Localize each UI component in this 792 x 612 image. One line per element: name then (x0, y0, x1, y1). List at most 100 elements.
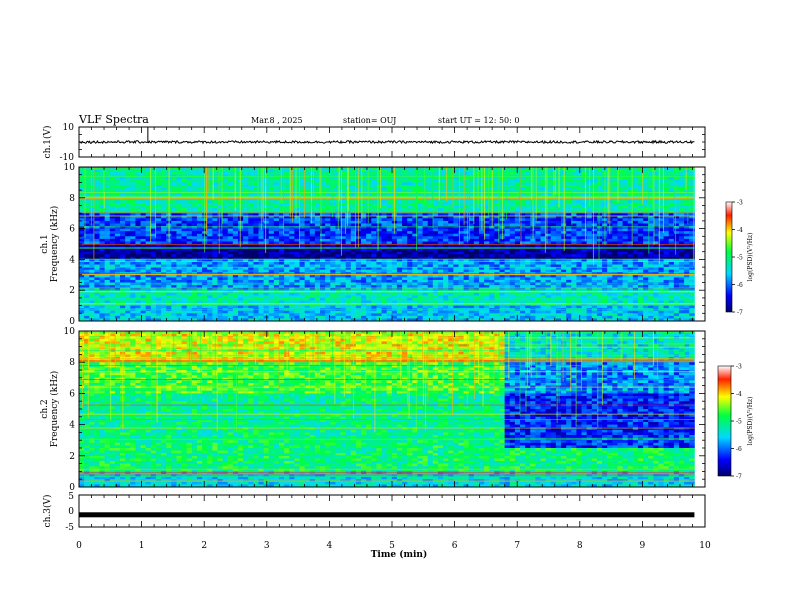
spectrogram-cell (612, 205, 618, 209)
spectrogram-cell (612, 220, 618, 224)
spectrogram-cell (196, 236, 203, 240)
spectrogram-cell (566, 256, 572, 260)
spectrogram-cell (299, 177, 306, 181)
spectrogram-cell (689, 208, 695, 212)
spectrogram-cell (186, 264, 193, 268)
spectrogram-cell (289, 184, 295, 188)
spectrogram-cell (130, 190, 136, 194)
spectrogram-cell (535, 233, 541, 237)
spectrogram-cell (386, 182, 393, 186)
spectrogram-cell (278, 256, 285, 260)
spectrogram-cell (140, 236, 147, 240)
spectrogram-cell (396, 251, 403, 255)
spectrogram-cell (130, 174, 136, 178)
spectrogram-cell (427, 254, 434, 258)
spectrogram-cell (381, 264, 388, 268)
spectrogram-cell (407, 256, 413, 260)
spectrogram-cell (125, 254, 131, 258)
spectrogram-cell (478, 231, 485, 235)
spectrogram-cell (612, 256, 618, 260)
spectrogram-cell (504, 261, 511, 265)
spectrogram-cell (571, 218, 577, 222)
spectrogram-cell (494, 208, 500, 212)
spectrogram-cell (289, 182, 295, 186)
spectrogram-cell (648, 177, 654, 181)
spectrogram-cell (622, 177, 629, 181)
spectrogram-cell (566, 218, 572, 222)
spectrogram-cell (309, 236, 316, 240)
spectrogram-cell (196, 218, 203, 222)
spectrogram-cell (248, 187, 254, 191)
spectrogram-cell (145, 249, 152, 253)
spectrogram-cell (125, 169, 131, 173)
spectrogram-cell (84, 213, 90, 217)
spectrogram-cell (653, 256, 659, 260)
spectrogram-cell (161, 187, 167, 191)
spectrogram-cell (622, 215, 629, 219)
spectrogram-cell (607, 244, 613, 247)
spectrogram-cell (622, 223, 629, 227)
spectrogram-cell (468, 228, 475, 232)
spectrogram-cell (555, 223, 562, 227)
spectrogram-cell (463, 259, 470, 263)
spectrogram-cell (617, 218, 623, 222)
spectrogram-cell (643, 184, 649, 188)
spectrogram-cell (653, 167, 659, 170)
spectrogram-cell (232, 200, 239, 204)
spectrogram-cell (330, 210, 336, 214)
spectrogram-cell (509, 167, 516, 170)
spectrogram-cell (448, 192, 454, 196)
spectrogram-cell (304, 251, 311, 255)
spectrogram-cell (596, 174, 603, 178)
spectrogram-cell (217, 223, 223, 227)
spectrogram-cell (391, 261, 398, 265)
spectrogram-cell (340, 192, 347, 196)
ch1-waveform-ticks (78, 126, 706, 158)
spectrogram-cell (648, 259, 654, 263)
spectrogram-cell (212, 223, 218, 227)
spectrogram-cell (509, 184, 516, 188)
spectrogram-cell (150, 267, 157, 271)
spectrogram-cell (120, 182, 126, 186)
spectrogram-cell (463, 184, 470, 188)
spectrogram-cell (161, 215, 167, 219)
spectrogram-cell (161, 228, 167, 232)
spectrogram-cell (104, 205, 111, 209)
spectrogram-cell (196, 210, 203, 214)
spectrogram-cell (120, 218, 126, 222)
spectrogram-cell (381, 197, 388, 201)
spectrogram-cell (571, 267, 577, 271)
spectrogram-cell (217, 226, 223, 229)
spectrogram-cell (114, 228, 121, 232)
spectrogram-cell (294, 202, 300, 206)
spectrogram-cell (155, 259, 162, 263)
spectrogram-cell (248, 172, 254, 176)
spectrogram-cell (176, 172, 182, 176)
spectrogram-cell (176, 197, 182, 201)
spectrogram-cell (499, 238, 506, 242)
spectrogram-cell (525, 236, 531, 240)
spectrogram-cell (555, 213, 562, 217)
spectrogram-cell (581, 261, 588, 265)
spectrogram-cell (484, 261, 490, 265)
spectrogram-cell (222, 179, 229, 183)
spectrogram-cell (181, 213, 188, 217)
spectrogram-cell (145, 218, 152, 222)
spectrogram-cell (350, 254, 357, 258)
spectrogram-cell (161, 208, 167, 212)
spectrogram-cell (161, 256, 167, 260)
spectrogram-cell (612, 267, 618, 271)
spectrogram-cell (320, 259, 326, 263)
spectrogram-cell (320, 236, 326, 240)
spectrogram-cell (227, 182, 234, 186)
spectrogram-cell (79, 179, 85, 183)
spectrogram-cell (535, 228, 541, 232)
spectrogram-cell (386, 220, 393, 224)
spectrogram-cell (243, 200, 249, 204)
spectrogram-cell (350, 236, 357, 240)
spectrogram-cell (345, 264, 352, 268)
spectrogram-cell (299, 172, 306, 176)
spectrogram-cell (289, 251, 295, 255)
spectrogram-cell (79, 264, 85, 268)
spectrogram-cell (299, 184, 306, 188)
